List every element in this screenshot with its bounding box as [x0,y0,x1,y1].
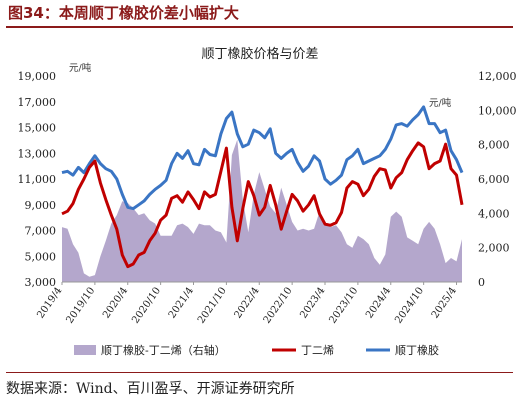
y-left-tick-label: 9,000 [25,199,57,212]
y-left-tick-label: 13,000 [18,147,57,160]
legend-label-butadiene: 丁二烯 [301,344,334,357]
x-tick-label: 2020/4 [101,285,130,320]
left-unit-label: 元/吨 [69,62,92,74]
x-tick-label: 2019/10 [64,285,97,325]
x-tick-label: 2022/4 [233,285,262,320]
y-right-tick-label: 6,000 [478,173,510,186]
x-tick-label: 2022/10 [262,285,295,325]
x-tick-label: 2024/10 [393,285,426,325]
y-left-tick-label: 15,000 [18,122,57,135]
x-tick-label: 2019/4 [35,285,64,320]
y-right-tick-label: 2,000 [478,242,510,255]
right-unit-label: 元/吨 [429,97,452,109]
legend-group: 顺丁橡胶-丁二烯（右轴） 丁二烯 顺丁橡胶 [74,343,439,357]
data-source: 数据来源：Wind、百川盈孚、开源证券研究所 [6,381,295,397]
y-left-tick-label: 19,000 [18,70,57,83]
source-rule [6,372,513,373]
x-tick-label: 2021/10 [196,285,229,325]
br-price-line [61,105,464,211]
y-right-tick-label: 4,000 [478,207,510,220]
y-right-tick-label: 0 [478,276,485,289]
x-tick-label: 2025/4 [430,285,459,320]
y-left-tick-label: 17,000 [18,96,57,109]
price-spread-chart: 顺丁橡胶价格与价差 元/吨 元/吨 3,000 5,000 7,000 9,000 11… [18,46,517,357]
title-rule [6,26,513,28]
y-right-tick-label: 8,000 [478,139,510,152]
chart-title: 顺丁橡胶价格与价差 [201,46,318,62]
figure-title: 图34：本周顺丁橡胶价差小幅扩大 [8,4,239,22]
x-tick-label: 2020/10 [130,285,163,325]
legend-label-spread: 顺丁橡胶-丁二烯（右轴） [101,343,226,357]
butadiene-price-line [61,141,464,269]
x-tick-label: 2023/10 [328,285,361,325]
y-right-tick-label: 12,000 [478,70,517,83]
y-left-tick-label: 5,000 [25,250,57,263]
x-tick-label: 2023/4 [298,285,327,320]
line-series-group [61,105,464,269]
y-left-tick-label: 7,000 [25,225,57,238]
x-tick-label: 2021/4 [167,285,196,320]
legend-label-br: 顺丁橡胶 [395,343,439,357]
y-right-tick-label: 10,000 [478,104,517,117]
y-left-tick-label: 3,000 [25,276,57,289]
legend-swatch-spread [74,345,96,355]
y-left-tick-label: 11,000 [18,173,57,186]
x-tick-label: 2024/4 [364,285,393,320]
